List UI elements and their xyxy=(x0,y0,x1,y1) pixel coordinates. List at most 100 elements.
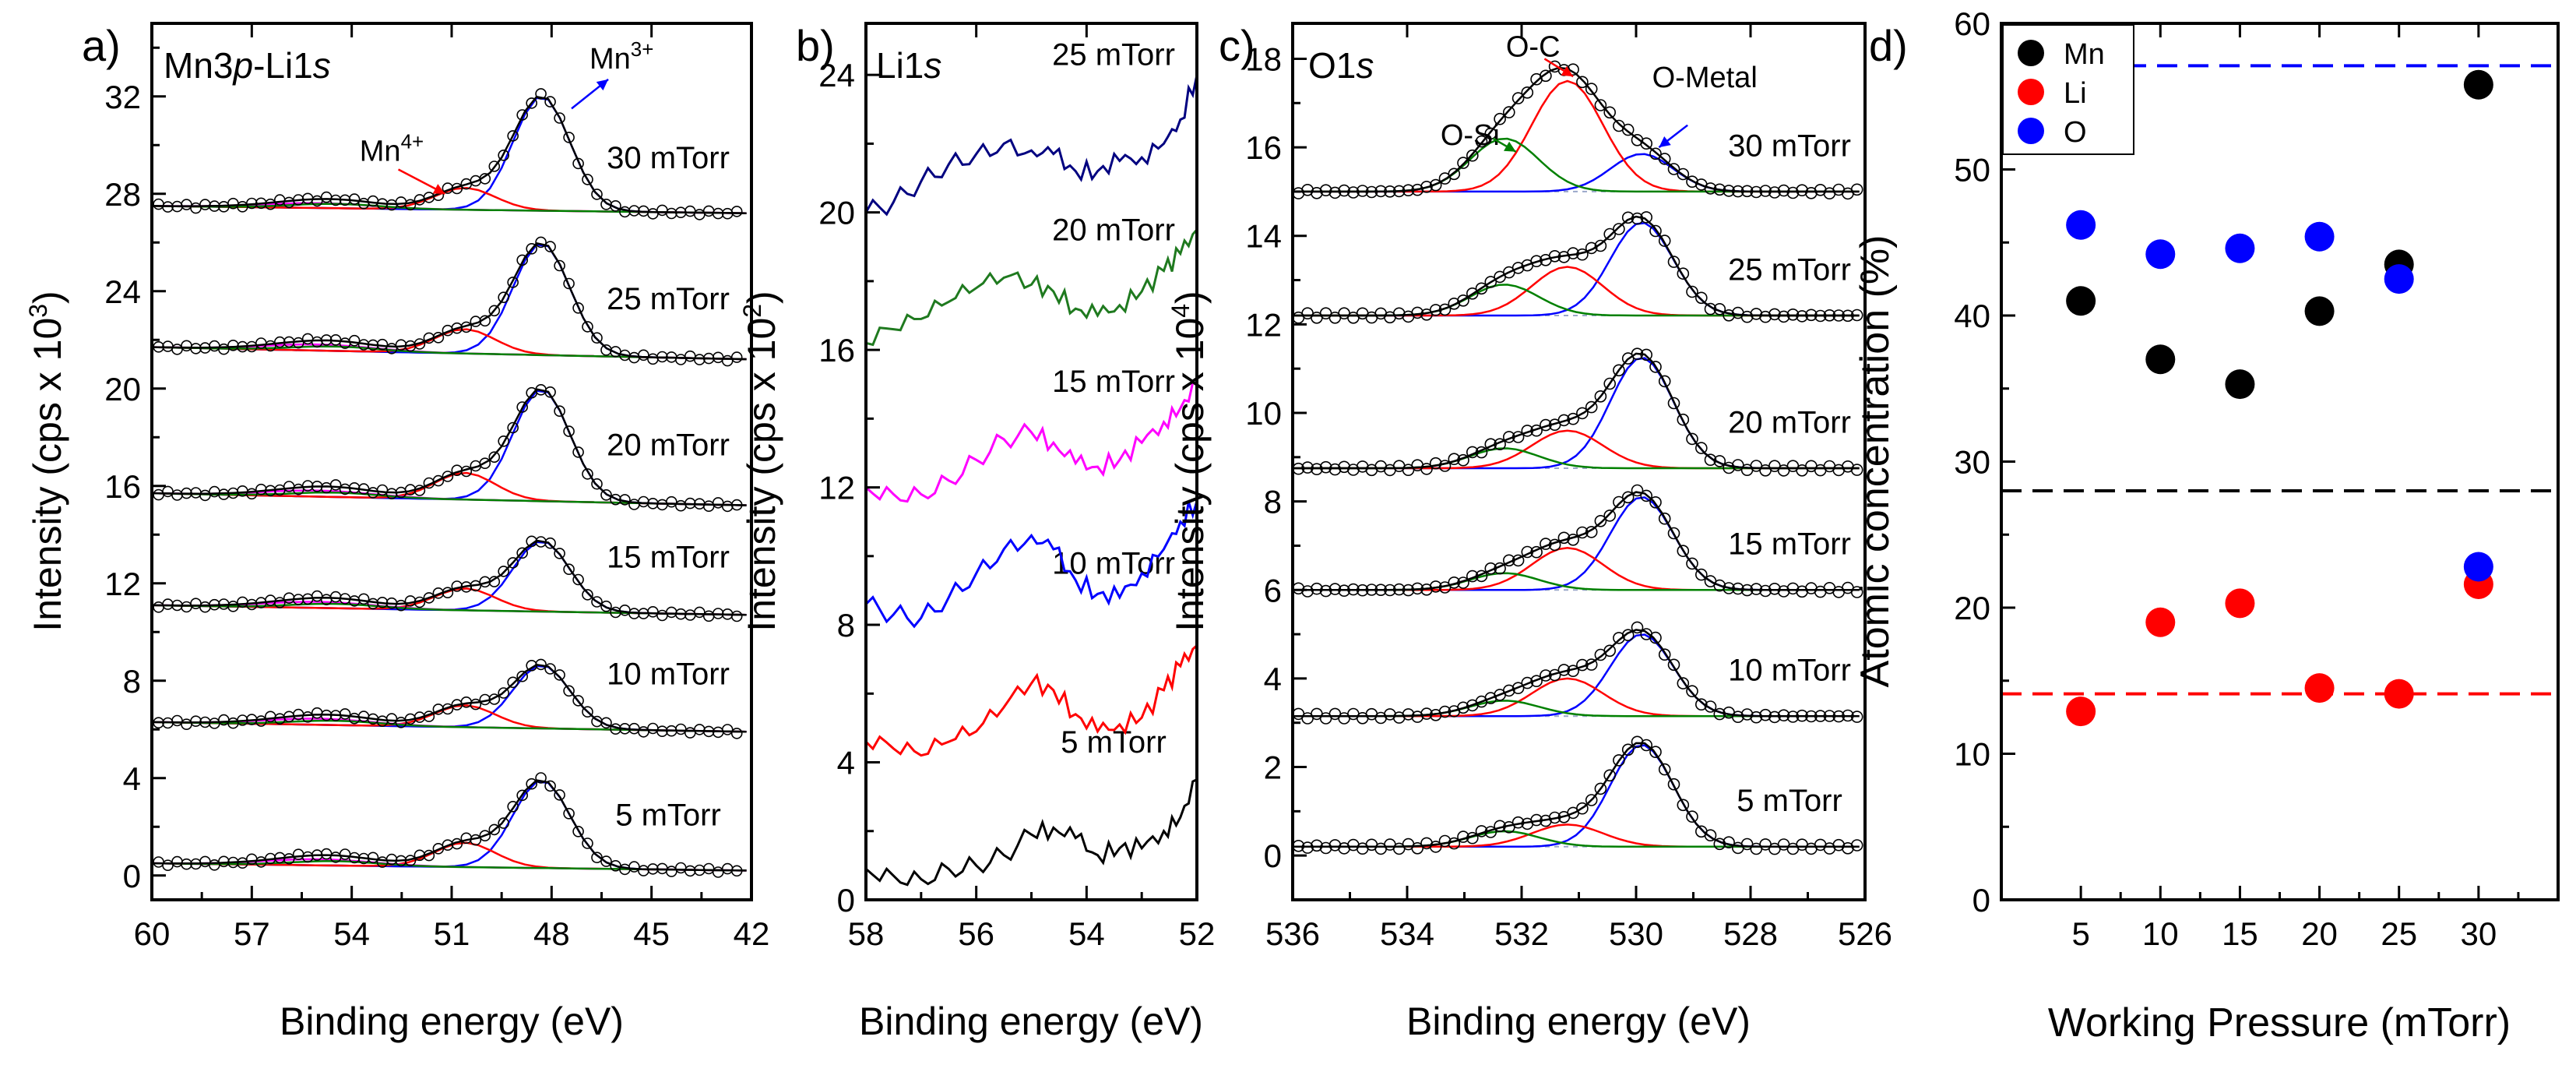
series-label: 15 mTorr xyxy=(1728,527,1851,562)
data-point xyxy=(1686,285,1698,298)
data-point xyxy=(544,96,556,108)
data-point xyxy=(311,707,323,719)
x-tick-label: 534 xyxy=(1380,915,1434,952)
x-tick-label: 10 xyxy=(2142,915,2179,952)
data-point xyxy=(488,823,501,836)
data-point xyxy=(1540,69,1552,83)
point-mn xyxy=(2066,286,2096,316)
data-point xyxy=(610,493,621,506)
data-point xyxy=(367,852,379,864)
data-point xyxy=(470,834,482,846)
data-point xyxy=(1365,584,1378,596)
data-point xyxy=(1402,708,1415,721)
spectrum-line xyxy=(865,228,1198,347)
data-point xyxy=(488,451,501,464)
data-point xyxy=(684,609,696,621)
data-point xyxy=(153,198,164,210)
data-point xyxy=(432,331,445,344)
data-point xyxy=(1658,153,1671,165)
data-point xyxy=(1521,86,1534,99)
data-point xyxy=(1420,707,1433,720)
data-point xyxy=(1667,778,1680,791)
y-tick-label: 16 xyxy=(818,332,855,368)
data-point xyxy=(1613,495,1625,509)
y-tick-label: 4 xyxy=(123,760,141,797)
data-point xyxy=(301,333,314,345)
panel-c-ylabel: Intensity (cps x 104) xyxy=(1167,291,1212,631)
data-point xyxy=(1511,816,1525,829)
data-point xyxy=(292,848,304,860)
point-mn xyxy=(2463,69,2493,100)
y-tick-label: 8 xyxy=(837,607,855,644)
data-point xyxy=(1832,710,1845,723)
data-point xyxy=(460,321,473,333)
data-point xyxy=(199,489,211,502)
data-point xyxy=(516,109,529,121)
data-point xyxy=(1576,407,1589,420)
data-point xyxy=(245,197,258,210)
data-point xyxy=(1585,658,1598,671)
data-point xyxy=(1723,582,1735,594)
panel-b-label: b) xyxy=(796,21,835,70)
envelope-fit xyxy=(1293,491,1860,591)
data-point xyxy=(320,848,333,860)
data-point xyxy=(1494,820,1506,833)
data-point xyxy=(1621,491,1635,504)
data-point xyxy=(367,487,379,499)
panel-c-xlabel: Binding energy (eV) xyxy=(1406,1000,1751,1043)
x-tick-label: 52 xyxy=(1179,915,1216,952)
data-point xyxy=(628,608,640,619)
x-tick-label: 15 xyxy=(2222,915,2258,952)
data-point xyxy=(442,471,454,482)
data-point xyxy=(1658,375,1671,388)
data-point xyxy=(451,322,463,334)
point-o xyxy=(2145,239,2176,270)
data-point xyxy=(656,725,668,738)
data-point xyxy=(582,321,593,333)
panel-d: 5 10 15 20 25 30 0 10 20 30 40 50 60 d) Working Pres… xyxy=(1853,5,2560,1046)
panel-c: 5 mTorr 10 mTorr 15 mTorr 20 mTorr 25 mTorr 3… xyxy=(1167,21,1892,1043)
data-point xyxy=(1576,658,1589,672)
data-point xyxy=(181,487,192,499)
x-tick-label: 42 xyxy=(734,915,770,952)
y-tick-label: 4 xyxy=(1264,661,1282,697)
data-point xyxy=(311,849,323,861)
data-point xyxy=(357,593,370,605)
data-point xyxy=(181,601,192,613)
data-point xyxy=(1667,397,1680,410)
data-point xyxy=(153,488,164,501)
data-point xyxy=(292,337,304,349)
point-o xyxy=(2304,221,2335,252)
data-point xyxy=(1548,811,1561,824)
data-point xyxy=(516,789,529,802)
data-point xyxy=(1548,668,1561,682)
x-tick-label: 528 xyxy=(1723,915,1778,952)
data-point xyxy=(572,157,584,170)
data-point xyxy=(273,336,286,348)
data-point xyxy=(712,351,724,364)
data-point xyxy=(1530,255,1543,268)
point-li xyxy=(2225,588,2255,619)
data-point xyxy=(591,596,603,608)
data-point xyxy=(479,693,491,706)
data-point xyxy=(376,338,389,351)
data-point xyxy=(1392,583,1406,596)
envelope-fit xyxy=(1293,215,1860,317)
data-point xyxy=(526,97,538,109)
data-point xyxy=(1319,460,1332,474)
y-tick-label: 4 xyxy=(837,745,855,781)
data-point xyxy=(1713,302,1726,316)
data-point xyxy=(1521,676,1534,689)
annotation-o-c: O-C xyxy=(1506,30,1561,63)
data-point xyxy=(1786,711,1800,723)
data-point xyxy=(1420,463,1433,475)
data-point xyxy=(1786,308,1800,321)
data-point xyxy=(1511,262,1525,274)
data-point xyxy=(1530,424,1543,437)
data-point xyxy=(451,580,463,592)
data-point xyxy=(544,241,556,252)
data-point xyxy=(357,852,370,865)
panel-c-axes: 536 534 532 530 528 526 0 2 4 6 8 10 12 14 16 18 xyxy=(1245,23,1892,952)
data-point xyxy=(665,495,677,508)
data-point xyxy=(1667,527,1680,540)
